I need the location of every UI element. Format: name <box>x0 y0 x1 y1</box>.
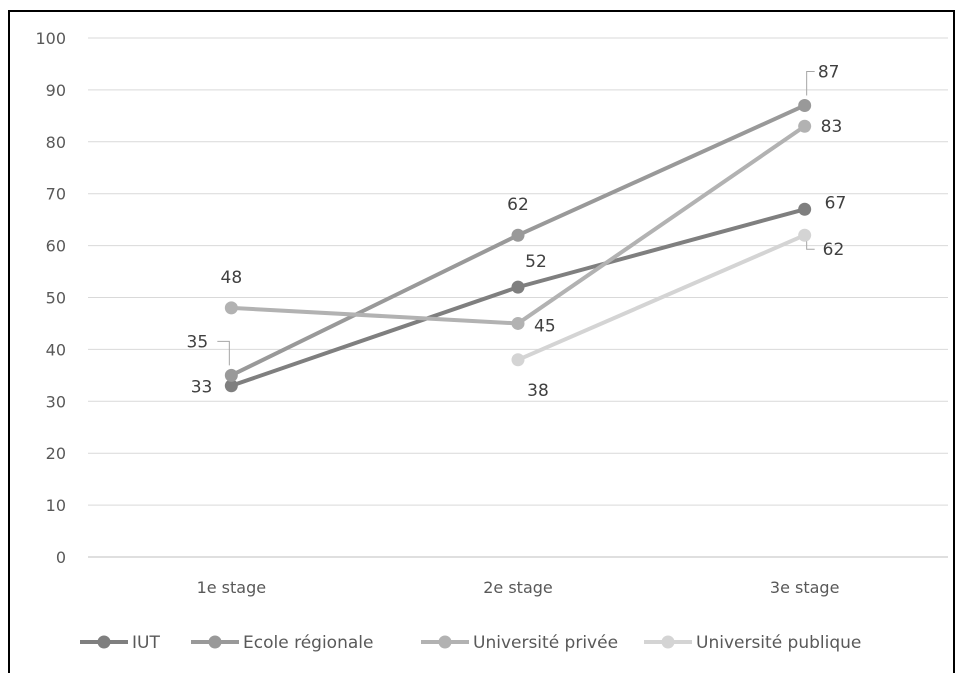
x-tick-label: 2e stage <box>483 578 553 597</box>
x-tick-label: 1e stage <box>197 578 267 597</box>
data-label: 35 <box>187 332 209 352</box>
data-point <box>224 301 238 315</box>
y-tick-label: 60 <box>46 237 66 256</box>
data-point <box>511 228 525 242</box>
legend-swatch-marker <box>208 635 222 649</box>
data-point <box>798 119 812 133</box>
data-label: 87 <box>818 62 840 82</box>
y-tick-label: 100 <box>35 29 66 48</box>
legend-label: Université privée <box>473 633 618 653</box>
data-label-leader <box>217 340 230 366</box>
legend-swatch-marker <box>97 635 111 649</box>
data-label: 52 <box>525 252 547 272</box>
data-label: 83 <box>821 117 843 137</box>
data-label: 38 <box>527 381 549 401</box>
data-label: 48 <box>221 268 243 288</box>
data-label-leader <box>806 241 815 250</box>
data-point <box>511 316 525 330</box>
data-label: 62 <box>507 195 529 215</box>
legend-swatch-marker <box>661 635 675 649</box>
data-label-leader <box>806 70 815 96</box>
y-tick-label: 0 <box>56 548 66 567</box>
series-line <box>229 124 807 326</box>
data-point <box>798 228 812 242</box>
data-point <box>511 353 525 367</box>
y-tick-label: 30 <box>46 392 66 411</box>
legend-swatch-marker <box>438 635 452 649</box>
data-point <box>798 98 812 112</box>
legend-label: IUT <box>132 633 160 653</box>
y-tick-label: 10 <box>46 496 66 515</box>
data-label: 67 <box>825 193 847 213</box>
legend-label: Université publique <box>696 633 861 653</box>
data-label: 62 <box>823 240 845 260</box>
y-tick-label: 50 <box>46 289 66 308</box>
data-point <box>798 202 812 216</box>
x-tick-label: 3e stage <box>770 578 840 597</box>
y-tick-label: 40 <box>46 340 66 359</box>
chart-frame <box>8 10 955 673</box>
data-label: 33 <box>191 378 213 398</box>
y-tick-label: 70 <box>46 185 66 204</box>
series-line <box>516 233 807 362</box>
data-point <box>511 280 525 294</box>
y-tick-label: 20 <box>46 444 66 463</box>
data-point <box>224 368 238 382</box>
y-tick-label: 80 <box>46 133 66 152</box>
y-tick-label: 90 <box>46 81 66 100</box>
data-point <box>224 379 238 393</box>
data-label: 45 <box>534 316 556 336</box>
legend-label: Ecole régionale <box>243 633 373 653</box>
